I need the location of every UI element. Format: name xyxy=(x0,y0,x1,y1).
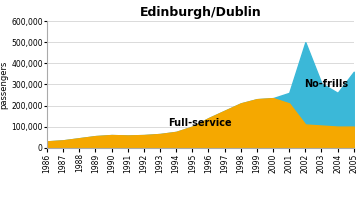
Title: Edinburgh/Dublin: Edinburgh/Dublin xyxy=(139,5,261,19)
Y-axis label: passengers: passengers xyxy=(0,60,8,109)
Text: Full-service: Full-service xyxy=(169,118,232,128)
Text: No-frills: No-frills xyxy=(304,79,348,89)
